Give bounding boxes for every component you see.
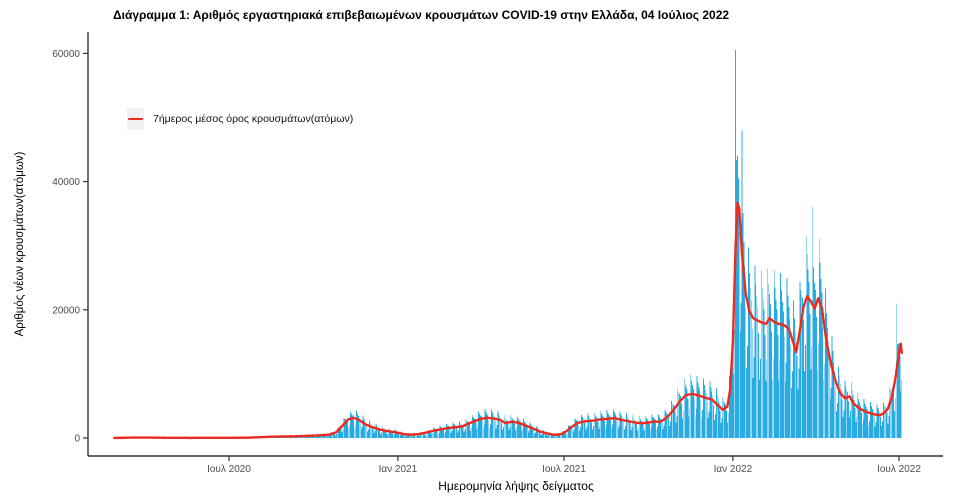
y-axis-title: Αριθμός νέων κρουσμάτων(ατόμων) [14, 151, 26, 337]
tick-marks [83, 52, 900, 461]
legend-label: 7ήμερος μέσος όρος κρουσμάτων(ατόμων) [153, 113, 354, 125]
x-tick-label: Ιουλ 2020 [207, 464, 251, 475]
daily-cases-bars [118, 50, 903, 438]
x-axis-title: Ημερομηνία λήψης δείγματος [438, 479, 594, 493]
legend-key-box [127, 108, 144, 130]
x-tick-label: Ιαν 2021 [379, 464, 418, 475]
x-tick-label: Ιαν 2022 [714, 464, 753, 475]
legend: 7ήμερος μέσος όρος κρουσμάτων(ατόμων) [127, 108, 353, 130]
axis-lines [87, 32, 943, 457]
average-line-icon [128, 117, 143, 121]
x-tick-label: Ιουλ 2021 [542, 464, 586, 475]
seven-day-average-line [113, 201, 903, 440]
x-tick-label: Ιουλ 2022 [877, 464, 921, 475]
tick-labels: 0 20000 40000 60000 Ιουλ 2020 Ιαν 2021 Ιουλ 20… [52, 49, 921, 475]
y-tick-label: 20000 [52, 305, 80, 316]
y-tick-label: 0 [74, 434, 80, 445]
chart-title: Διάγραμμα 1: Αριθμός εργαστηριακά επιβεβ… [113, 8, 730, 22]
y-tick-label: 60000 [52, 49, 80, 60]
y-tick-label: 40000 [52, 177, 80, 188]
